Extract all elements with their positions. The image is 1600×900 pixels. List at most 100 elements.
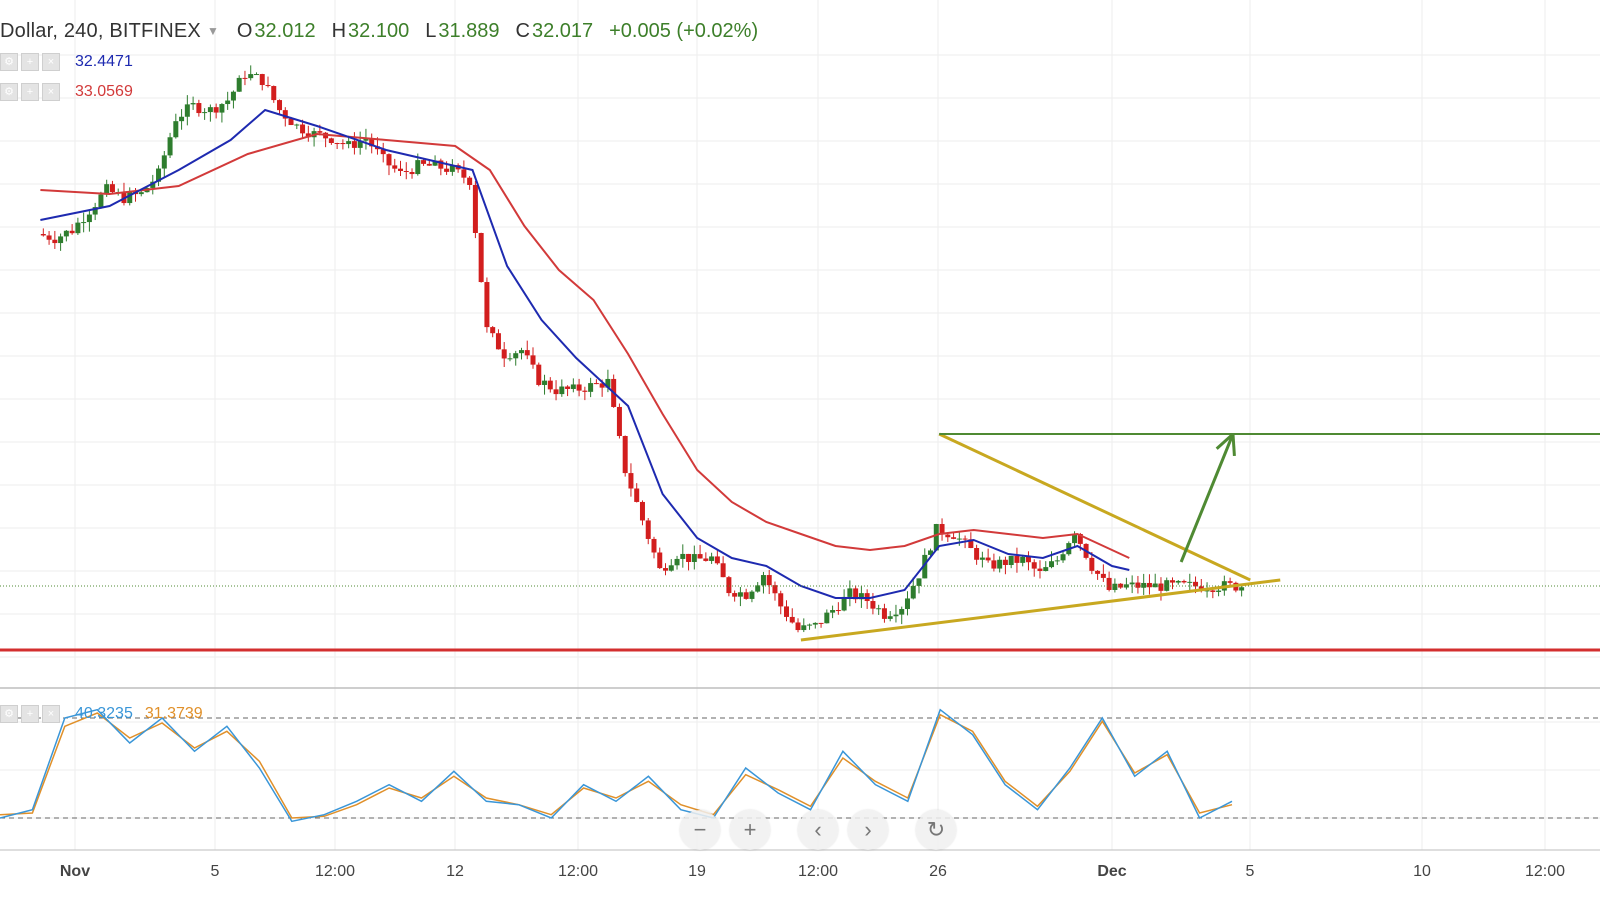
scroll-right-button[interactable]: › [848,810,888,850]
gear-icon[interactable]: ⚙ [0,53,18,71]
candle-body [444,168,450,172]
reset-icon: ↻ [926,817,946,842]
candle-body [812,622,818,625]
candle-body [58,236,64,244]
close-value: C 32.017 [515,19,594,42]
chevron-right-icon: › [864,817,872,842]
candle-body [553,389,559,395]
candle-body [778,593,784,607]
candle-body [1020,556,1026,563]
candle-body [334,143,340,145]
candle-body [1037,568,1043,571]
candle-body [179,116,185,122]
candle-body [928,550,934,555]
candle-body [271,86,277,101]
candle-body [691,554,697,562]
candle-body [697,554,703,559]
candle-body [1089,557,1095,571]
candle-body [1008,555,1014,566]
candle-body [991,560,997,569]
symbol-legend: Dollar, 240, BITFINEX ▼ O 32.012 H 32.100 … [0,16,758,46]
x-tick-label: 5 [211,863,220,880]
candle-body [1152,583,1158,588]
ma-fast-value: 32.4471 [75,53,133,70]
stoch-d-line [0,712,1233,819]
candle-body [438,160,444,169]
candle-body [760,575,766,586]
candle-body [282,110,288,119]
plus-icon[interactable]: + [21,53,39,71]
close-icon[interactable]: × [42,53,60,71]
candle-body [1106,577,1112,590]
candle-body [63,230,69,237]
arrow-head [1231,433,1236,457]
candle-body [317,131,323,133]
zoom-out-button[interactable]: − [680,810,720,850]
candle-body [403,170,409,173]
symbol-label[interactable]: Dollar, 240, BITFINEX [0,19,201,42]
candle-body [582,390,588,392]
close-icon[interactable]: × [42,83,60,101]
x-axis: Nov 5 12:00 12 12:00 19 12:00 26 Dec 5 10 12:00 [60,863,1565,880]
candle-body [1112,583,1118,590]
candle-body [386,154,392,166]
candle-body [1025,556,1031,563]
candle-body [542,380,548,385]
scroll-left-button[interactable]: ‹ [798,810,838,850]
chevron-down-icon[interactable]: ▼ [206,24,219,38]
candle-body [565,386,571,389]
candle-body [161,155,167,169]
candle-body [340,143,346,145]
candle-body [1135,582,1141,588]
x-tick-label: 12:00 [798,863,838,880]
candle-body [398,168,404,171]
candle-body [230,91,236,101]
candle-body [732,593,738,597]
candle-body [426,163,432,166]
candle-body [40,234,46,236]
candle-body [922,554,928,579]
candle-body [570,384,576,389]
candle-body [968,539,974,549]
candle-body [196,103,202,114]
candle-body [305,133,311,138]
ma-fast-line [40,108,1130,599]
plus-icon[interactable]: + [21,83,39,101]
plus-icon[interactable]: + [21,705,39,723]
candle-body [547,380,553,390]
candle-body [259,74,265,86]
candle-body [1002,559,1008,566]
candle-body [588,383,594,392]
candle-body [639,501,645,521]
candle-body [484,282,490,328]
candle-body [225,100,231,105]
candle-body [686,553,692,562]
reset-chart-button[interactable]: ↻ [916,810,956,850]
candle-body [887,616,893,619]
candle-body [1100,573,1106,578]
candle-body [357,140,363,148]
candle-body [576,384,582,391]
gear-icon[interactable]: ⚙ [0,705,18,723]
candle-body [184,104,190,117]
candle-body [559,386,565,395]
zoom-in-button[interactable]: + [730,810,770,850]
gear-icon[interactable]: ⚙ [0,83,18,101]
candle-body [1129,582,1135,585]
candle-body [265,85,271,87]
candle-body [69,230,75,234]
candle-body [743,592,749,599]
candle-body [513,353,519,359]
candle-body [86,214,92,223]
candle-body [979,557,985,560]
candle-body [536,364,542,385]
stoch-k-value: 40.3235 [75,705,133,722]
close-icon[interactable]: × [42,705,60,723]
candle-body [899,609,905,615]
grid [0,0,1600,850]
candle-body [478,232,484,283]
candle-body [755,585,761,592]
x-tick-label: 12:00 [315,863,355,880]
candle-body [726,577,732,594]
